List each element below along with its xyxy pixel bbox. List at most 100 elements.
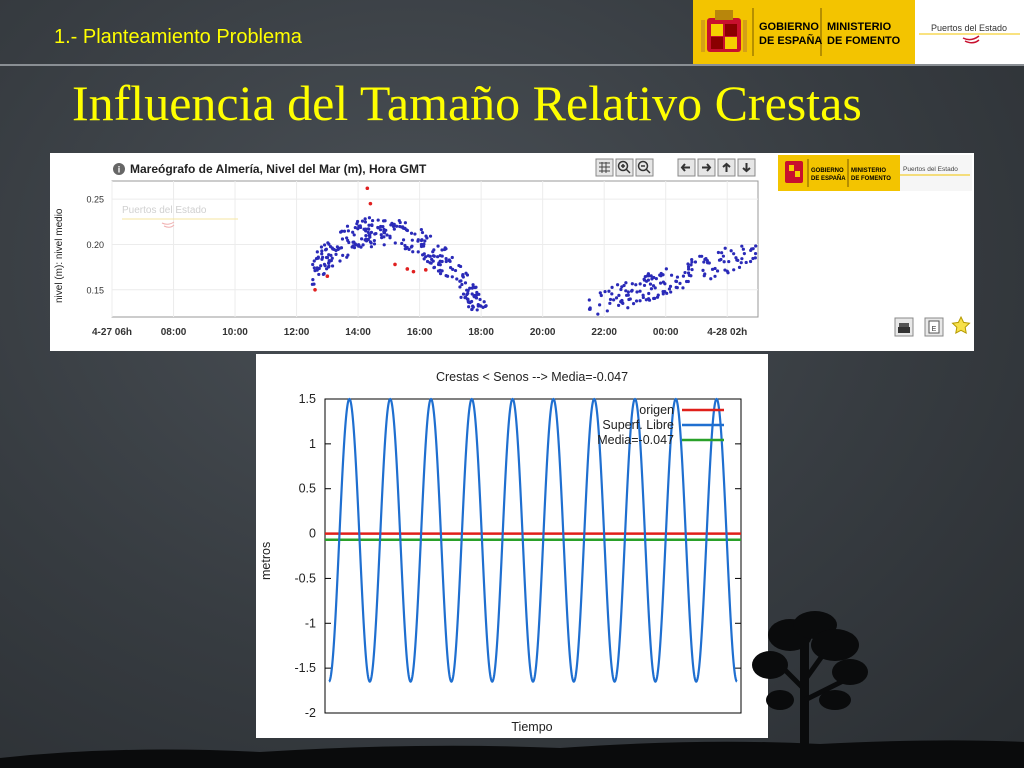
tide-dot <box>466 297 470 301</box>
sine-y-tick-label: 0 <box>309 527 316 541</box>
tide-dot <box>339 230 343 234</box>
tide-dot <box>330 264 335 268</box>
tide-dot <box>729 249 733 253</box>
tide-dot <box>409 231 414 235</box>
tide-dot <box>723 246 727 250</box>
tide-dot <box>425 236 429 240</box>
tide-dot <box>470 307 474 312</box>
tide-dot <box>661 273 665 277</box>
sine-y-tick-label: 1 <box>309 437 316 451</box>
tide-dot <box>650 277 654 281</box>
tide-dot <box>466 291 470 295</box>
arrow-up-icon[interactable] <box>717 158 736 177</box>
tide-dot <box>686 262 690 266</box>
legend-label: Media=-0.047 <box>597 433 674 447</box>
sine-chart: Crestas < Senos --> Media=-0.047 1.5 1 0.5… <box>259 370 742 734</box>
sine-y-ticks: 1.5 1 0.5 0 -0.5 -1 -1.5 -2 <box>294 392 741 720</box>
svg-text:i: i <box>118 165 121 175</box>
tide-dot <box>663 282 667 286</box>
tide-dot <box>372 238 376 243</box>
tide-dot <box>751 256 755 261</box>
tide-dot <box>323 248 328 252</box>
tide-dot <box>391 224 396 229</box>
tide-x-tick-label: 4-27 06h <box>92 327 132 338</box>
legend-label: Superf. Libre <box>602 418 674 432</box>
tide-dot <box>379 224 383 229</box>
star-icon[interactable] <box>951 315 971 335</box>
tide-dot <box>634 299 639 303</box>
gobierno-line2: DE ESPAÑA <box>759 34 822 47</box>
excel-icon[interactable]: E <box>924 317 944 337</box>
tide-x-tick-label: 12:00 <box>284 327 310 338</box>
tide-dot <box>658 281 663 285</box>
tide-dot <box>626 290 630 294</box>
tide-dot <box>436 255 440 259</box>
tide-dot <box>457 263 461 268</box>
tide-x-tick-label: 22:00 <box>591 327 617 338</box>
tide-dot <box>326 241 330 245</box>
tide-dot-red <box>325 274 330 278</box>
tide-dot <box>338 246 342 250</box>
svg-text:E: E <box>932 326 937 333</box>
tide-dot <box>459 295 463 299</box>
tide-x-ticks: 4-27 06h 08:00 10:00 12:00 14:00 16:00 18:00 20… <box>92 327 747 338</box>
gobierno-logo-banner: GOBIERNO DE ESPAÑA MINISTERIO DE FOMENTO <box>693 0 915 64</box>
tide-y-axis-label: nivel (m): nivel medio <box>54 208 65 303</box>
tide-dot <box>395 224 399 228</box>
tide-dot <box>617 293 621 297</box>
sine-y-tick-label: 0.5 <box>299 482 316 496</box>
tide-dot <box>425 259 430 264</box>
tide-dot <box>477 292 481 296</box>
tide-dot <box>335 245 339 249</box>
tide-dot <box>629 289 634 293</box>
sine-x-axis-label: Tiempo <box>511 720 552 734</box>
arrow-down-icon[interactable] <box>737 158 756 177</box>
sine-y-tick-label: 1.5 <box>299 392 316 406</box>
arrow-right-icon[interactable] <box>697 158 716 177</box>
tide-dot <box>463 296 467 300</box>
arrow-left-icon[interactable] <box>677 158 696 177</box>
tide-dot <box>385 233 389 237</box>
grid-icon[interactable] <box>595 158 614 177</box>
tide-dot <box>644 298 648 302</box>
tide-dot <box>622 283 626 288</box>
tide-dot <box>359 245 363 249</box>
tide-dot <box>689 274 693 278</box>
tide-dot <box>690 258 694 262</box>
tide-dot <box>311 278 315 282</box>
tide-dot <box>376 218 380 222</box>
zoom-out-icon[interactable] <box>635 158 654 177</box>
tide-dot <box>690 267 694 272</box>
tide-dot <box>471 305 475 309</box>
tide-dot <box>370 223 374 227</box>
info-icon[interactable]: i <box>113 163 125 175</box>
tide-x-tick-label: 18:00 <box>468 327 494 338</box>
tide-dot <box>312 259 316 263</box>
print-icon[interactable] <box>894 317 914 337</box>
tide-dot <box>319 264 323 268</box>
tide-dot <box>438 272 443 276</box>
tide-dot <box>713 274 717 278</box>
tide-dot <box>649 274 653 278</box>
tide-dot <box>727 259 731 264</box>
tide-dot <box>443 247 447 252</box>
tide-dot <box>608 301 612 305</box>
tide-dot <box>327 260 331 264</box>
tide-dot <box>614 296 619 300</box>
tide-x-tick-label: 08:00 <box>161 327 187 338</box>
ground-silhouette <box>0 740 1024 768</box>
tide-dot <box>748 259 753 264</box>
tide-dot <box>646 272 651 276</box>
tide-dot <box>422 252 426 256</box>
tide-dot <box>398 224 402 229</box>
tide-dot <box>447 258 451 263</box>
tide-dot <box>431 250 435 254</box>
tide-dot <box>722 260 726 264</box>
tide-dot <box>725 269 729 273</box>
zoom-in-icon[interactable] <box>615 158 634 177</box>
tide-dot <box>455 277 459 281</box>
tide-dot <box>363 220 367 224</box>
tide-x-tick-label: 4-28 02h <box>707 327 747 338</box>
tide-dot <box>615 283 620 287</box>
